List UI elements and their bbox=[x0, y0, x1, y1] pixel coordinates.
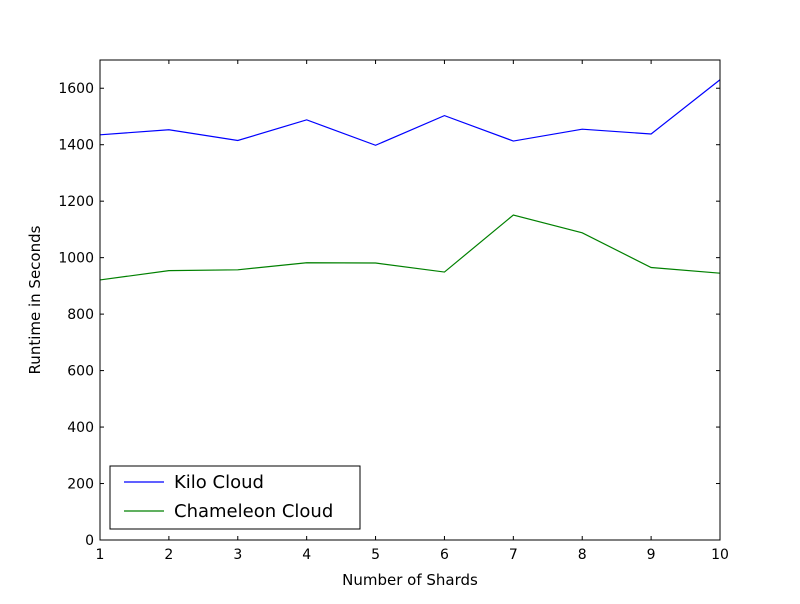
x-tick-label: 10 bbox=[711, 547, 729, 563]
plot-area-frame bbox=[99, 59, 721, 541]
legend: Kilo Cloud Chameleon Cloud bbox=[109, 465, 361, 530]
legend-box bbox=[109, 465, 361, 530]
legend-label-2: Chameleon Cloud bbox=[174, 501, 333, 522]
legend-label-1: Kilo Cloud bbox=[174, 472, 264, 493]
y-axis-title: Runtime in Seconds bbox=[26, 225, 44, 374]
y-tick-label: 200 bbox=[67, 477, 94, 493]
y-tick-label: 0 bbox=[85, 533, 94, 549]
x-tick-label: 7 bbox=[509, 547, 518, 563]
x-tick-label: 4 bbox=[302, 547, 311, 563]
y-tick-label: 800 bbox=[67, 307, 94, 323]
x-tick-label: 8 bbox=[578, 547, 587, 563]
x-axis-title: Number of Shards bbox=[342, 571, 478, 589]
x-tick-label: 9 bbox=[647, 547, 656, 563]
y-tick-label: 1400 bbox=[58, 138, 94, 154]
y-tick-label: 400 bbox=[67, 420, 94, 436]
y-tick-label: 1000 bbox=[58, 251, 94, 267]
y-tick-label: 600 bbox=[67, 364, 94, 380]
y-tick-label: 1200 bbox=[58, 194, 94, 210]
x-tick-label: 3 bbox=[233, 547, 242, 563]
series-line-1 bbox=[99, 79, 721, 146]
y-tick-label: 1600 bbox=[58, 81, 94, 97]
x-tick-label: 5 bbox=[371, 547, 380, 563]
x-tick-label: 1 bbox=[96, 547, 105, 563]
x-tick-label: 6 bbox=[440, 547, 449, 563]
x-tick-label: 2 bbox=[164, 547, 173, 563]
series-line-2 bbox=[99, 214, 721, 281]
